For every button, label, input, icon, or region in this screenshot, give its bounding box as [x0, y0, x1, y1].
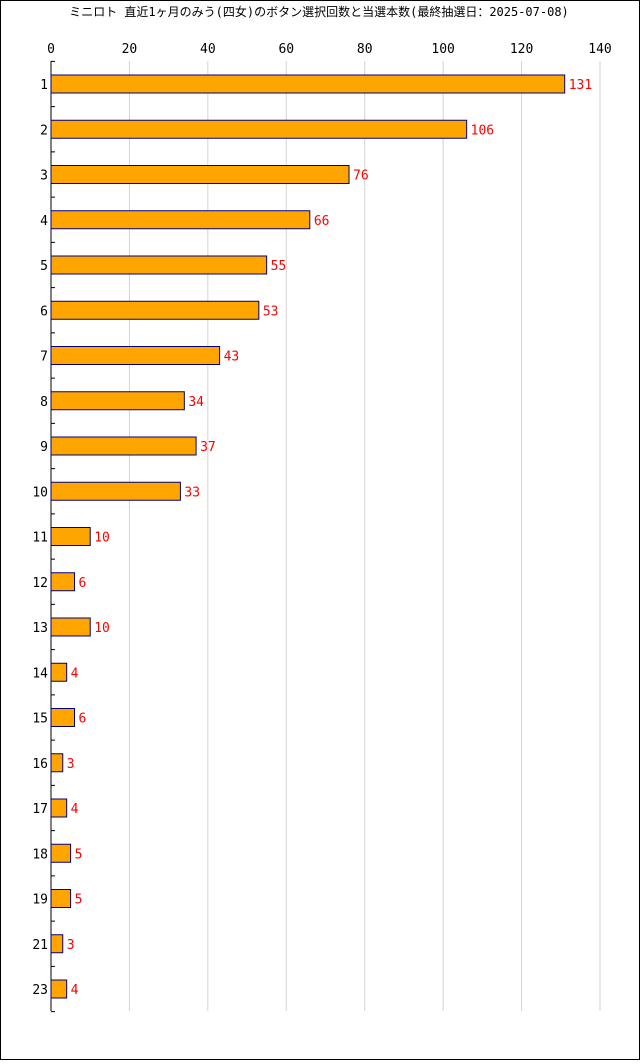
category-label: 7 — [40, 350, 48, 365]
value-label: 33 — [184, 485, 200, 500]
bar — [50, 210, 311, 230]
value-label: 3 — [67, 938, 75, 953]
value-label: 37 — [200, 440, 216, 455]
x-tick-label: 140 — [588, 42, 611, 57]
category-label: 5 — [40, 259, 48, 274]
category-label: 15 — [32, 712, 48, 727]
bar — [50, 527, 91, 546]
bar — [50, 889, 72, 908]
bar — [50, 436, 197, 456]
category-label: 9 — [40, 440, 48, 455]
value-label: 5 — [75, 847, 83, 862]
value-label: 4 — [71, 802, 79, 817]
category-label: 14 — [32, 666, 48, 681]
bar — [50, 346, 221, 365]
value-label: 4 — [71, 983, 79, 998]
bar — [50, 979, 68, 999]
value-label: 5 — [75, 893, 83, 908]
gridlines — [128, 61, 601, 1011]
category-label: 16 — [32, 757, 48, 772]
category-label: 12 — [32, 576, 48, 591]
category-label: 4 — [40, 214, 48, 229]
category-label: 13 — [32, 621, 48, 636]
value-label: 6 — [79, 576, 87, 591]
chart-title: ミニロト 直近1ヶ月のみう(四女)のボタン選択回数と当選本数(最終抽選日：202… — [69, 4, 569, 19]
bar — [50, 572, 76, 592]
category-label: 3 — [40, 169, 48, 184]
value-label: 6 — [79, 712, 87, 727]
value-label: 10 — [94, 531, 110, 546]
bar — [50, 481, 181, 501]
x-tick-label: 40 — [200, 42, 216, 57]
x-tick-label: 120 — [510, 42, 533, 57]
value-label: 66 — [314, 214, 330, 229]
category-label: 11 — [32, 531, 48, 546]
value-label: 34 — [188, 395, 204, 410]
category-label: 17 — [32, 802, 48, 817]
category-label: 21 — [32, 938, 48, 953]
bar — [50, 617, 91, 637]
value-label: 55 — [271, 259, 287, 274]
category-label: 23 — [32, 983, 48, 998]
category-label: 10 — [32, 485, 48, 500]
value-label: 76 — [353, 169, 369, 184]
x-tick-label: 0 — [47, 42, 55, 57]
x-tick-label: 100 — [431, 42, 454, 57]
axes: 0 20 40 60 80 100 120 1401234567891011121314151… — [32, 42, 612, 1013]
bar — [50, 391, 185, 411]
category-label: 1 — [40, 78, 48, 93]
value-label: 10 — [94, 621, 110, 636]
category-label: 18 — [32, 847, 48, 862]
x-tick-label: 60 — [278, 42, 294, 57]
value-label: 131 — [569, 78, 592, 93]
bar — [50, 255, 268, 275]
x-tick-label: 20 — [122, 42, 138, 57]
bar — [50, 119, 468, 139]
bar — [50, 74, 566, 94]
bar — [50, 708, 76, 727]
bar — [50, 753, 64, 773]
bar — [50, 934, 64, 954]
value-label: 4 — [71, 666, 79, 681]
value-label: 53 — [263, 304, 279, 319]
category-label: 2 — [40, 123, 48, 138]
bar — [50, 165, 350, 184]
x-tick-label: 80 — [357, 42, 373, 57]
bar — [50, 798, 68, 818]
value-label: 43 — [224, 350, 240, 365]
value-label: 106 — [471, 123, 494, 138]
value-label: 3 — [67, 757, 75, 772]
category-label: 19 — [32, 893, 48, 908]
bar — [50, 843, 72, 863]
category-label: 8 — [40, 395, 48, 410]
bar — [50, 300, 260, 320]
category-label: 6 — [40, 304, 48, 319]
bar — [50, 662, 68, 682]
